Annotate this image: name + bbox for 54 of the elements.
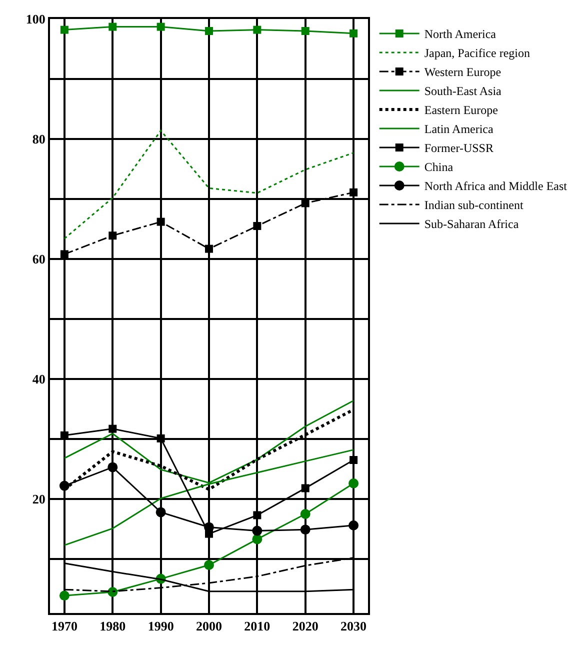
point bbox=[59, 480, 70, 491]
point bbox=[252, 526, 262, 536]
point bbox=[108, 22, 117, 31]
line-series bbox=[64, 130, 354, 240]
point bbox=[108, 232, 117, 240]
legend-label: Indian sub-continent bbox=[424, 198, 524, 212]
legend-label: Sub-Saharan Africa bbox=[424, 217, 520, 232]
x-tick-label: 1980 bbox=[100, 618, 126, 634]
point bbox=[301, 199, 310, 208]
legend-label: Former-USSR bbox=[424, 141, 494, 156]
point bbox=[205, 244, 213, 253]
point bbox=[108, 424, 117, 433]
point bbox=[205, 27, 213, 35]
x-tick-label: 1970 bbox=[51, 618, 78, 634]
point bbox=[252, 534, 262, 544]
point bbox=[301, 27, 310, 35]
point bbox=[253, 511, 262, 520]
point bbox=[156, 22, 165, 31]
legend-label: Japan, Pacifice region bbox=[424, 46, 530, 60]
x-tick-label: 2020 bbox=[292, 618, 318, 634]
point bbox=[350, 456, 358, 464]
point bbox=[253, 222, 262, 230]
point bbox=[60, 26, 68, 34]
point bbox=[348, 478, 359, 488]
point bbox=[156, 218, 165, 226]
point bbox=[60, 250, 68, 258]
x-tick-label: 1990 bbox=[148, 618, 174, 634]
point bbox=[300, 524, 310, 535]
point bbox=[156, 507, 166, 518]
y-tick-label: 20 bbox=[32, 492, 46, 507]
y-tick-label: 100 bbox=[26, 12, 46, 27]
point bbox=[156, 434, 165, 442]
point bbox=[59, 590, 70, 601]
x-tick-label: 2010 bbox=[244, 618, 270, 634]
y-tick-label: 60 bbox=[32, 252, 46, 267]
point bbox=[204, 560, 214, 570]
legend-label: Latin America bbox=[424, 122, 494, 136]
x-tick-label: 2030 bbox=[340, 618, 367, 634]
x-tick-label: 2000 bbox=[196, 618, 222, 634]
point bbox=[253, 26, 262, 34]
point bbox=[300, 509, 310, 519]
point bbox=[350, 29, 358, 38]
y-tick-label: 40 bbox=[32, 372, 46, 387]
legend-label: North Africa and Middle East bbox=[424, 179, 568, 194]
legend-label: South-East Asia bbox=[424, 84, 502, 98]
point bbox=[350, 188, 358, 196]
point bbox=[348, 520, 359, 530]
point bbox=[301, 484, 310, 492]
legend-label: China bbox=[424, 160, 454, 174]
legend-label: North America bbox=[424, 27, 497, 42]
y-tick-label: 80 bbox=[32, 132, 46, 147]
legend-label: Eastern Europe bbox=[424, 103, 498, 118]
point bbox=[108, 462, 118, 472]
legend-label: Western Europe bbox=[424, 65, 502, 80]
